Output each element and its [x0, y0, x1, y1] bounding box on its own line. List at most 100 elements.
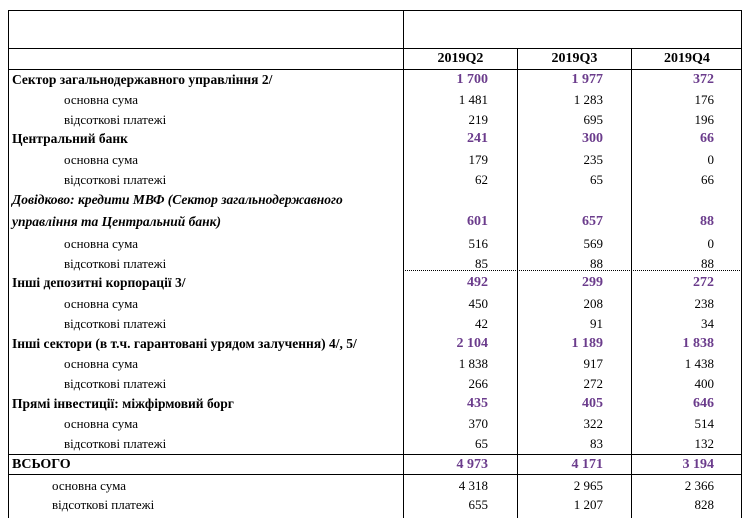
cell-value: 3 194: [682, 457, 715, 472]
cell-value: 1 700: [456, 72, 489, 87]
row-label: основна сума: [64, 356, 139, 371]
cell-value: 405: [582, 396, 603, 411]
cell-value: 514: [694, 416, 715, 431]
row-label: відсоткові платежі: [64, 172, 167, 187]
table-row: основна сума 4 318 2 965 2 366: [8, 476, 742, 496]
header-row: [8, 48, 742, 70]
cell-value: 42: [475, 316, 488, 331]
table-row: відсоткові платежі 655 1 207 828: [8, 495, 742, 515]
cell-value: 88: [700, 214, 714, 229]
table-row: Інші сектори (в т.ч. гарантовані урядом …: [8, 334, 742, 354]
row-label: ВСЬОГО: [12, 457, 71, 472]
cell-value: 1 838: [682, 336, 715, 351]
cell-value: 83: [590, 436, 603, 451]
row-label: управління та Центральний банк): [12, 214, 221, 229]
cell-value: 34: [701, 316, 714, 331]
cell-value: 655: [468, 497, 489, 512]
cell-value: 569: [583, 236, 604, 251]
cell-value: 176: [694, 92, 715, 107]
table-row: основна сума 370 322 514: [8, 414, 742, 434]
cell-value: 657: [582, 214, 603, 229]
cell-value: 299: [582, 275, 603, 290]
col-divider: [403, 48, 404, 70]
table-row: відсоткові платежі 65 83 132: [8, 434, 742, 454]
row-label: Довідково: кредити МВФ (Сектор загальнод…: [12, 192, 343, 207]
dotted-separator: [403, 270, 742, 271]
table-row: Сектор загальнодержавного управління 2/1…: [8, 70, 742, 90]
cell-value: 2 104: [456, 336, 489, 351]
table-row: основна сума 516 569 0: [8, 234, 742, 254]
row-label: основна сума: [64, 236, 139, 251]
row-label: відсоткові платежі: [64, 256, 167, 271]
table-row: ВСЬОГО 4 973 4 171 3 194: [8, 455, 742, 475]
column-header: 2019Q3: [551, 51, 598, 66]
table-row: Інші депозитні корпорації 3/492 299 272: [8, 273, 742, 293]
table-row: основна сума 450 208 238: [8, 294, 742, 314]
cell-value: 1 438: [684, 356, 714, 371]
table-row: управління та Центральний банк) 601 657 88: [8, 212, 742, 232]
cell-value: 266: [468, 376, 489, 391]
col-divider: [631, 48, 632, 70]
cell-value: 65: [475, 436, 488, 451]
row-label: основна сума: [52, 478, 127, 493]
cell-value: 372: [693, 72, 714, 87]
table-frame: [8, 10, 742, 518]
cell-value: 65: [590, 172, 603, 187]
cell-value: 917: [583, 356, 604, 371]
cell-value: 1 207: [573, 497, 603, 512]
cell-value: 300: [582, 131, 603, 146]
cell-value: 646: [693, 396, 714, 411]
total-separator: [8, 474, 742, 475]
cell-value: 88: [701, 256, 714, 271]
table-row: відсоткові платежі 62 65 66: [8, 170, 742, 190]
cell-value: 179: [468, 152, 489, 167]
cell-value: 1 283: [573, 92, 603, 107]
column-header: 2019Q4: [664, 51, 710, 66]
cell-value: 62: [475, 172, 488, 187]
cell-value: 0: [707, 152, 715, 167]
row-label: Центральний банк: [12, 131, 128, 146]
table-row: основна сума 1 481 1 283 176: [8, 90, 742, 110]
row-label: основна сума: [64, 92, 139, 107]
row-label: основна сума: [64, 416, 139, 431]
cell-value: 2 965: [573, 478, 603, 493]
table-row: відсоткові платежі 266 272 400: [8, 374, 742, 394]
row-label: Інші сектори (в т.ч. гарантовані урядом …: [12, 336, 357, 351]
table-row: відсоткові платежі 219 695 196: [8, 110, 742, 130]
cell-value: 322: [583, 416, 604, 431]
cell-value: 370: [468, 416, 489, 431]
table-row: Центральний банк 241 300 66: [8, 129, 742, 149]
cell-value: 219: [468, 112, 489, 127]
col-divider: [631, 70, 632, 518]
cell-value: 208: [583, 296, 604, 311]
row-label: відсоткові платежі: [52, 497, 155, 512]
column-header: 2019Q2: [437, 51, 484, 66]
cell-value: 196: [694, 112, 715, 127]
header-blank-cell: [403, 10, 742, 48]
col-divider: [517, 48, 518, 70]
table-row: Прямі інвестиції: міжфірмовий борг 435 405…: [8, 394, 742, 414]
cell-value: 66: [700, 131, 714, 146]
cell-value: 1 189: [571, 336, 604, 351]
cell-value: 88: [590, 256, 603, 271]
cell-value: 492: [467, 275, 488, 290]
col-divider: [403, 70, 404, 518]
row-label: основна сума: [64, 152, 139, 167]
cell-value: 601: [467, 214, 488, 229]
cell-value: 132: [694, 436, 715, 451]
row-label: відсоткові платежі: [64, 376, 167, 391]
cell-value: 4 973: [456, 457, 489, 472]
table-row: відсоткові платежі 85 88 88: [8, 254, 742, 274]
cell-value: 272: [693, 275, 714, 290]
cell-value: 2 366: [684, 478, 714, 493]
cell-value: 1 977: [571, 72, 604, 87]
table-row: основна сума 1 838 917 1 438: [8, 354, 742, 374]
row-label: Прямі інвестиції: міжфірмовий борг: [12, 396, 234, 411]
table-row: відсоткові платежі 42 91 34: [8, 314, 742, 334]
row-label: основна сума: [64, 296, 139, 311]
cell-value: 1 838: [458, 356, 488, 371]
row-label: відсоткові платежі: [64, 436, 167, 451]
cell-value: 272: [583, 376, 604, 391]
cell-value: 400: [694, 376, 715, 391]
row-label: Інші депозитні корпорації 3/: [12, 275, 186, 290]
